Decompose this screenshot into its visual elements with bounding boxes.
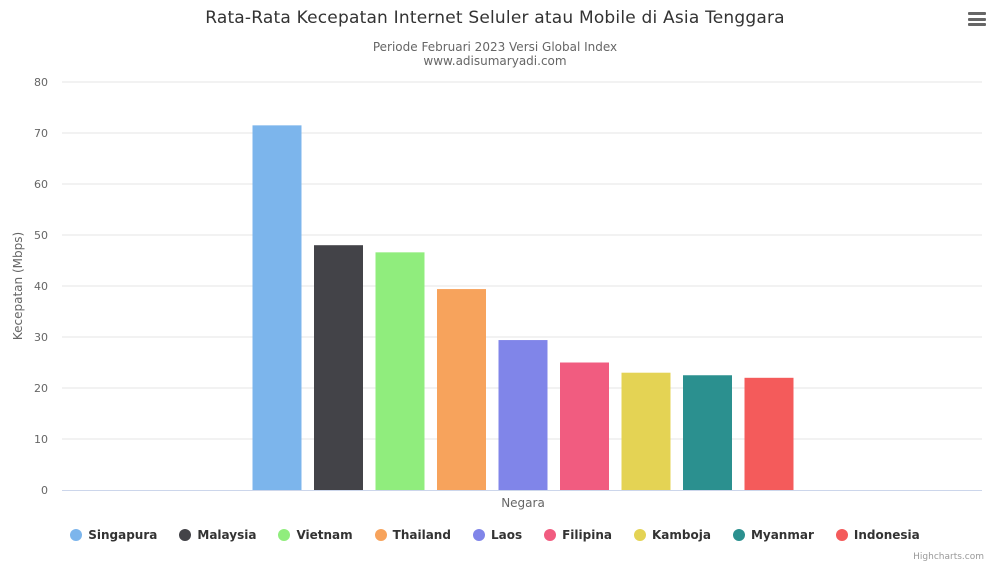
bar-kamboja[interactable] [621,372,671,490]
y-tick-label: 0 [41,484,48,497]
legend-label: Kamboja [651,528,711,542]
subtitle-line-2: www.adisumaryadi.com [423,54,567,68]
y-tick-label: 30 [34,331,48,344]
x-axis-title: Negara [501,496,545,510]
bar-singapura[interactable] [252,125,302,490]
bar-laos[interactable] [498,340,548,490]
legend-marker [633,529,646,541]
legend-label: Thailand [392,528,451,542]
legend-item-kamboja[interactable]: Kamboja [633,528,711,542]
chart-subtitle: Periode Februari 2023 Versi Global Index… [0,40,990,68]
bar-filipina[interactable] [560,362,609,491]
y-tick-label: 50 [34,229,48,242]
bar-myanmar[interactable] [683,375,732,490]
legend-label: Indonesia [853,528,920,542]
legend-marker [278,529,291,541]
chart-title: Rata-Rata Kecepatan Internet Seluler ata… [205,8,785,28]
legend-label: Myanmar [750,528,814,542]
y-tick-label: 80 [34,76,48,89]
legend-marker [544,529,557,541]
legend-item-indonesia[interactable]: Indonesia [835,528,920,542]
bar-thailand[interactable] [437,289,486,490]
chart-legend: Singapura Malaysia Vietnam Thailand Laos Fili… [0,528,990,544]
legend-item-vietnam[interactable]: Vietnam [278,528,353,542]
legend-label: Vietnam [296,528,353,542]
y-axis-title: Kecepatan (Mbps) [11,232,25,340]
legend-marker [374,529,387,541]
legend-label: Malaysia [197,528,257,542]
y-tick-label: 20 [34,382,48,395]
subtitle-line-1: Periode Februari 2023 Versi Global Index [372,40,618,54]
y-tick-label: 10 [34,433,48,446]
legend-item-laos[interactable]: Laos [472,528,523,542]
legend-marker [835,529,848,541]
y-tick-label: 60 [34,178,48,191]
bar-vietnam[interactable] [375,252,425,490]
legend-label: Filipina [562,528,612,542]
bar-indonesia[interactable] [744,377,794,490]
credits-link[interactable]: Highcharts.com [913,552,984,562]
bar-malaysia[interactable] [314,245,363,490]
legend-marker [732,529,745,541]
chart-plot: 0 10 20 30 40 50 60 70 80 Kecepatan (Mbps) Negara [11,76,982,510]
legend-label: Singapura [88,528,158,542]
legend-item-malaysia[interactable]: Malaysia [179,528,256,542]
hamburger-icon[interactable] [968,12,986,28]
legend-item-filipina[interactable]: Filipina [544,528,612,542]
legend-marker [472,529,485,541]
y-tick-label: 70 [34,127,48,140]
legend-item-thailand[interactable]: Thailand [374,528,451,542]
y-tick-label: 40 [34,280,48,293]
legend-marker [179,529,192,541]
legend-marker [70,529,83,541]
legend-label: Laos [490,528,523,542]
legend-item-singapura[interactable]: Singapura [70,528,157,542]
legend-item-myanmar[interactable]: Myanmar [732,528,814,542]
